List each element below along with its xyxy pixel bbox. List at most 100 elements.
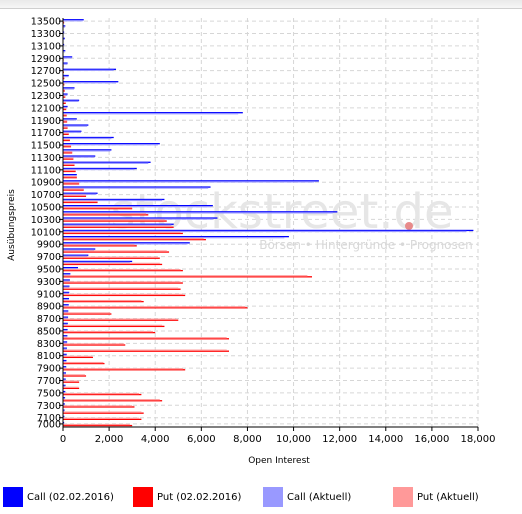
y-tick-label: 10100 [31, 227, 61, 238]
bar-put-02-02-2016- [63, 238, 206, 241]
bar-call-aktuell- [63, 329, 68, 332]
bar-put-02-02-2016- [63, 325, 165, 328]
y-tick-label: 7100 [37, 413, 61, 424]
bar-call-aktuell- [63, 181, 315, 183]
bar-put-02-02-2016- [63, 164, 75, 166]
legend-label-call-02: Call (02.02.2016) [27, 491, 114, 503]
bar-put-02-02-2016- [63, 362, 105, 365]
bar-put-02-02-2016- [63, 96, 66, 98]
bar-call-02-02-2016- [63, 167, 137, 170]
bar-call-aktuell- [63, 113, 239, 115]
x-tick-label: 16,000 [414, 434, 449, 445]
y-tick-label: 8500 [37, 326, 61, 337]
bar-call-aktuell- [63, 57, 72, 59]
bar-call-02-02-2016- [63, 68, 117, 70]
bar-call-02-02-2016- [63, 297, 69, 300]
bar-call-02-02-2016- [63, 31, 65, 33]
bar-call-02-02-2016- [63, 136, 114, 139]
bar-call-02-02-2016- [63, 180, 319, 182]
bar-put-aktuell- [63, 163, 75, 165]
y-tick-label: 11900 [31, 116, 61, 127]
bar-call-aktuell- [63, 404, 65, 406]
bar-call-02-02-2016- [63, 155, 96, 157]
bar-call-02-02-2016- [63, 211, 338, 213]
bar-put-02-02-2016- [63, 127, 68, 129]
bar-call-02-02-2016- [63, 260, 133, 263]
bar-put-aktuell- [63, 114, 67, 116]
bar-put-aktuell- [63, 337, 227, 339]
bar-call-02-02-2016- [63, 62, 68, 64]
bar-call-02-02-2016- [63, 316, 69, 318]
y-tick-label: 12300 [31, 91, 61, 102]
y-tick-label: 10700 [31, 190, 61, 201]
x-axis-ticks: 0 2,000 4,000 6,000 8,000 10,000 12,000 14,000 1… [60, 427, 496, 445]
bar-call-02-02-2016- [63, 390, 66, 393]
y-tick-label: 12900 [31, 54, 61, 65]
bar-put-aktuell- [63, 256, 158, 258]
bar-call-aktuell- [63, 317, 68, 319]
bar-call-aktuell- [63, 125, 88, 127]
bar-call-aktuell- [63, 385, 66, 388]
bar-call-aktuell- [63, 137, 112, 140]
bar-put-aktuell- [63, 318, 176, 320]
bar-put-02-02-2016- [63, 245, 137, 247]
bar-put-aktuell- [63, 231, 181, 234]
bar-call-02-02-2016- [63, 161, 151, 163]
bar-put-aktuell- [63, 405, 133, 407]
bar-call-aktuell- [63, 336, 68, 338]
bar-call-aktuell- [63, 348, 67, 350]
bar-put-02-02-2016- [63, 381, 80, 383]
bar-call-aktuell- [63, 416, 65, 418]
bar-put-aktuell- [63, 262, 160, 265]
bar-put-02-02-2016- [63, 77, 65, 80]
bar-call-aktuell- [63, 323, 68, 326]
x-axis-label: Open Interest [248, 456, 310, 466]
y-tick-label: 7000 [37, 419, 61, 430]
bar-put-aktuell- [63, 188, 84, 190]
bar-put-aktuell- [63, 281, 181, 283]
legend-label-call-aktuell: Call (Aktuell) [287, 491, 352, 503]
bar-put-02-02-2016- [63, 220, 167, 222]
bar-put-aktuell- [63, 411, 142, 413]
bar-call-aktuell- [63, 131, 81, 133]
bar-call-02-02-2016- [63, 242, 190, 244]
bar-call-aktuell- [63, 69, 114, 71]
bar-put-02-02-2016- [63, 115, 67, 117]
x-tick-label: 8,000 [233, 434, 262, 445]
bar-call-02-02-2016- [63, 285, 70, 287]
bar-put-aktuell- [63, 194, 87, 196]
bar-call-02-02-2016- [63, 223, 174, 225]
bar-call-02-02-2016- [63, 353, 67, 356]
bar-call-aktuell- [63, 193, 97, 195]
bar-put-02-02-2016- [63, 375, 87, 377]
bar-call-aktuell- [63, 367, 66, 369]
x-tick-label: 10,000 [276, 434, 311, 445]
bar-put-aktuell- [63, 423, 130, 426]
bar-put-02-02-2016- [63, 102, 66, 104]
bar-call-aktuell- [63, 32, 65, 34]
bar-put-02-02-2016- [63, 226, 174, 228]
bar-put-aktuell- [63, 237, 204, 240]
bar-call-02-02-2016- [63, 359, 67, 362]
bar-put-02-02-2016- [63, 183, 80, 185]
bar-put-02-02-2016- [63, 307, 248, 309]
legend-swatch-call-aktuell [263, 487, 283, 507]
bar-put-02-02-2016- [63, 313, 112, 315]
legend-label-put-02: Put (02.02.2016) [157, 491, 242, 503]
bar-call-02-02-2016- [63, 335, 68, 337]
y-tick-label: 9500 [37, 264, 61, 275]
bar-call-02-02-2016- [63, 149, 112, 151]
bar-call-02-02-2016- [63, 235, 289, 238]
bar-put-aktuell- [63, 392, 140, 395]
bar-put-aktuell- [63, 176, 77, 178]
bar-put-02-02-2016- [63, 146, 72, 148]
legend-label-put-aktuell: Put (Aktuell) [417, 491, 479, 503]
bar-call-aktuell- [63, 82, 117, 84]
bar-call-02-02-2016- [63, 304, 69, 306]
bar-put-aktuell- [63, 213, 146, 215]
y-tick-label: 9100 [37, 289, 61, 300]
x-tick-label: 0 [60, 434, 66, 445]
bar-call-02-02-2016- [63, 409, 65, 411]
bar-call-02-02-2016- [63, 99, 80, 101]
bars [63, 19, 474, 427]
